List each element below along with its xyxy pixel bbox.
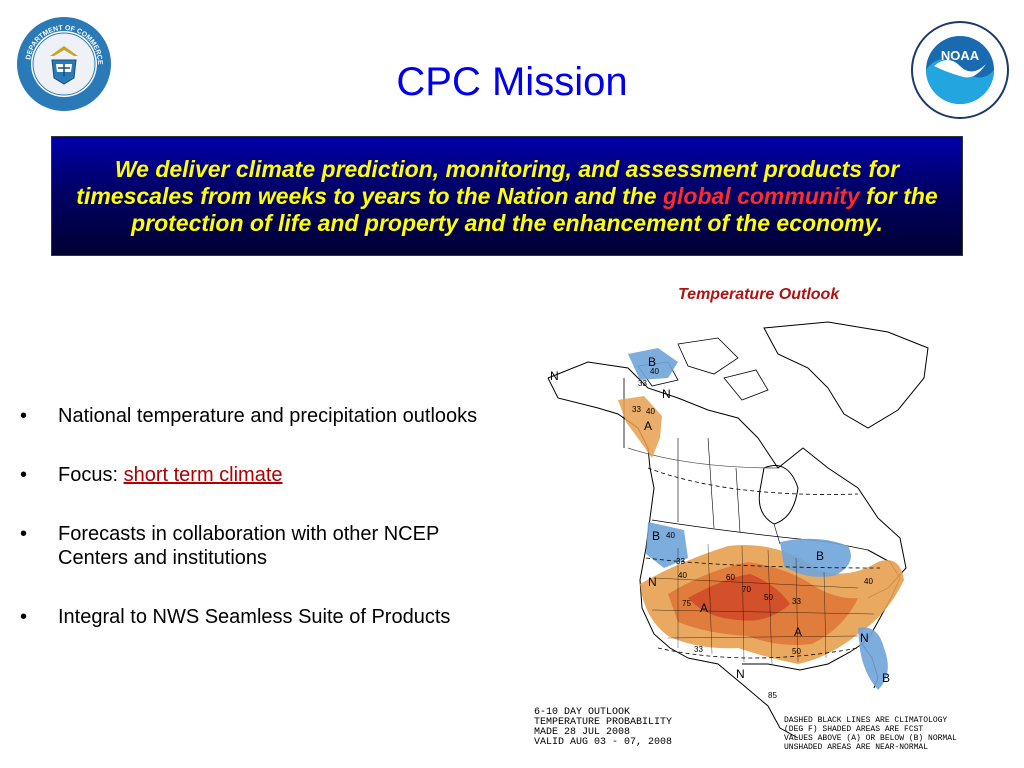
- map-legend-line: (DEG F) SHADED AREAS ARE FCST: [784, 725, 923, 734]
- map-value: 50: [764, 593, 773, 602]
- mission-text-part2: for the protection of life and property …: [131, 182, 938, 236]
- map-value: 60: [726, 573, 735, 582]
- map-legend-line: DASHED BLACK LINES ARE CLIMATOLOGY: [784, 716, 947, 725]
- bullet-text: Forecasts in collaboration with other NC…: [58, 523, 439, 569]
- map-value: 40: [666, 531, 675, 540]
- bullet-item: • Integral to NWS Seamless Suite of Produ…: [20, 606, 451, 628]
- map-header-line: 6-10 DAY OUTLOOK: [534, 707, 630, 718]
- map-label-a: A: [700, 601, 708, 615]
- map-label-n: N: [860, 631, 869, 645]
- below-normal-region-greatlakes: [780, 538, 851, 577]
- bullet-item: • Focus: short term climate: [20, 464, 283, 486]
- mission-banner: We deliver climate prediction, monitorin…: [51, 136, 963, 256]
- noaa-logo: NOAA: [911, 21, 1009, 119]
- map-label-a: A: [794, 625, 802, 639]
- map-label-b: B: [882, 671, 890, 685]
- map-header-line: VALID AUG 03 - 07, 2008: [534, 737, 672, 748]
- map-value: 40: [646, 407, 655, 416]
- map-value: 33: [638, 379, 647, 388]
- map-label-n: N: [662, 387, 671, 401]
- map-value: 33: [792, 597, 801, 606]
- page-title: CPC Mission: [396, 60, 628, 104]
- noaa-logo-text: NOAA: [941, 48, 980, 63]
- map-value: 70: [742, 585, 751, 594]
- map-value: 50: [792, 647, 801, 656]
- bullet-prefix: Focus:: [58, 464, 124, 486]
- mission-text-part1: We deliver climate prediction, monitorin…: [76, 155, 900, 209]
- map-label-b: B: [652, 529, 660, 543]
- bullet-text: National temperature and precipitation o…: [58, 405, 478, 427]
- map-value: 33: [694, 645, 703, 654]
- map-label-b: B: [816, 549, 824, 563]
- above-normal-region-west: [618, 396, 662, 458]
- map-legend-line: UNSHADED AREAS ARE NEAR-NORMAL: [784, 743, 928, 752]
- map-value: 75: [682, 599, 691, 608]
- bullet-text: Integral to NWS Seamless Suite of Produc…: [58, 606, 451, 628]
- bullet-item: • Forecasts in collaboration with other N…: [20, 523, 439, 569]
- map-label-b: B: [648, 355, 656, 369]
- map-label-n: N: [736, 667, 745, 681]
- map-label-a: A: [644, 419, 652, 433]
- department-of-commerce-seal: DEPARTMENT OF COMMERCE: [17, 17, 111, 111]
- map-legend-line: VALUES ABOVE (A) OR BELOW (B) NORMAL: [784, 734, 957, 743]
- short-term-climate-link[interactable]: short term climate: [123, 464, 283, 486]
- bullet-list: • National temperature and precipitation …: [20, 404, 510, 664]
- above-normal-region-peak: [688, 574, 790, 621]
- map-value: 85: [768, 691, 777, 700]
- below-normal-region-southeast: [858, 627, 888, 690]
- bullet-item: • National temperature and precipitation …: [20, 405, 478, 427]
- mission-highlight: global community: [662, 182, 860, 209]
- map-header-line: TEMPERATURE PROBABILITY: [534, 717, 672, 728]
- map-value: 40: [678, 571, 687, 580]
- temperature-outlook-map: N N A B B B B A A N N N 33 40 33 40 40 4…: [528, 318, 992, 754]
- below-normal-region-nw: [646, 522, 688, 568]
- map-caption: Temperature Outlook: [678, 286, 840, 303]
- map-label-n: N: [648, 575, 657, 589]
- map-value: 40: [650, 367, 659, 376]
- map-label-n: N: [550, 369, 559, 383]
- map-value: 40: [864, 577, 873, 586]
- map-header-line: MADE 28 JUL 2008: [534, 727, 630, 738]
- mission-statement: We deliver climate prediction, monitorin…: [62, 156, 952, 237]
- map-value: 33: [676, 557, 685, 566]
- map-value: 33: [632, 405, 641, 414]
- below-normal-region-alaska: [628, 348, 678, 380]
